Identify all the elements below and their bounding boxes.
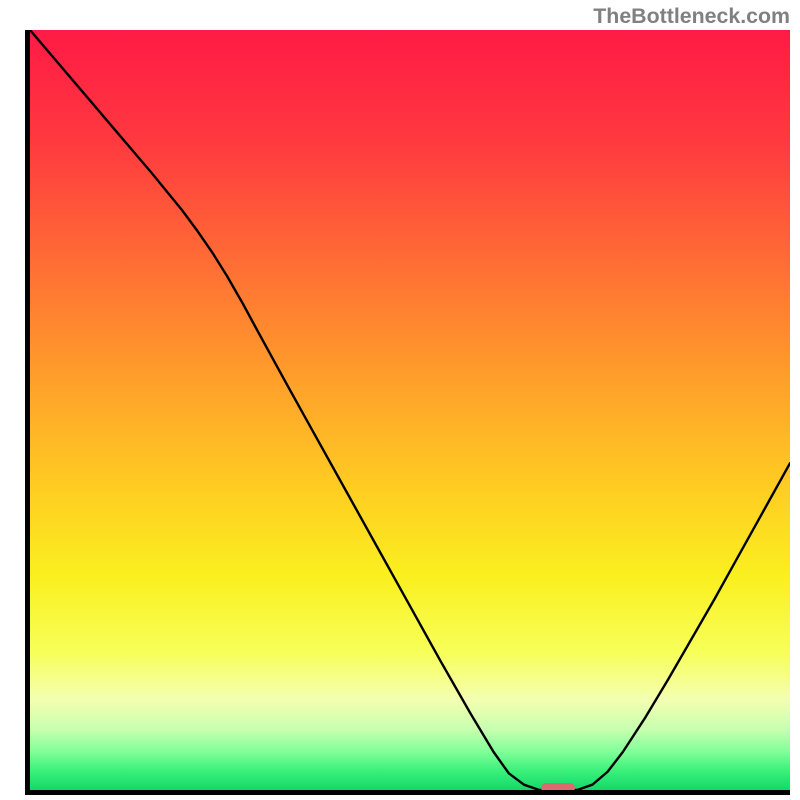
x-axis-line bbox=[25, 790, 790, 795]
watermark-text: TheBottleneck.com bbox=[593, 4, 790, 29]
root: TheBottleneck.com bbox=[0, 0, 800, 800]
y-axis-line bbox=[25, 30, 30, 795]
chart-plot-area bbox=[30, 30, 790, 790]
chart-curve bbox=[30, 30, 790, 790]
